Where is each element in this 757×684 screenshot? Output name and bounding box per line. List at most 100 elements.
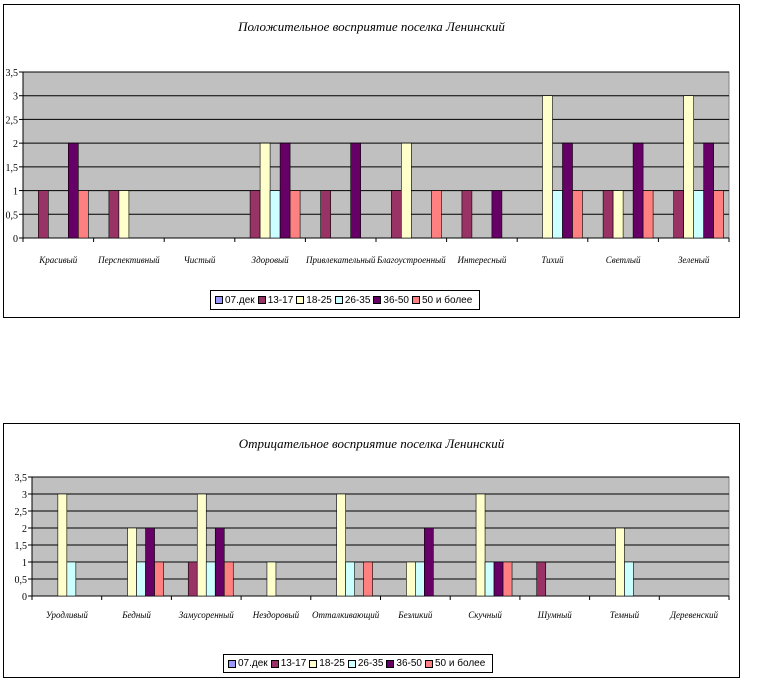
- bar-36-50-Тихий: [562, 142, 573, 239]
- bar-26-35-Безликий: [415, 561, 425, 597]
- bar-50 и более-Светлый: [642, 190, 654, 239]
- x-tick-label: Темный: [610, 610, 640, 620]
- y-tick-label: 0: [13, 234, 18, 245]
- bar-36-50-Светлый: [632, 142, 644, 239]
- bar-26-35-Скучный: [484, 561, 495, 597]
- bar-18-25-Светлый: [612, 190, 624, 239]
- x-tick-label: Красивый: [38, 255, 77, 265]
- bar-26-35-Отталкивающий: [345, 561, 355, 597]
- x-tick-label: Замусоренный: [179, 610, 234, 620]
- legend-label: 50 и более: [422, 294, 473, 306]
- y-tick-label: 2,5: [15, 507, 28, 518]
- bar-36-50-Безликий: [424, 527, 434, 597]
- x-tick-label: Отталкивающий: [312, 610, 380, 620]
- bar-13-17-Интересный: [461, 190, 473, 239]
- bar-26-35-Бедный: [136, 561, 146, 597]
- positive-perception-chart: Положительное восприятие поселка Ленинск…: [3, 4, 740, 318]
- legend-swatch: [373, 296, 382, 304]
- legend-item: 13-17: [257, 294, 294, 306]
- bar-50 и более-Зеленый: [713, 190, 725, 239]
- legend-swatch: [257, 296, 266, 304]
- bar-50 и более-Отталкивающий: [363, 561, 373, 597]
- legend-label: 50 и более: [435, 658, 486, 669]
- bar-18-25-Здоровый: [259, 142, 271, 239]
- bar-50 и более-Тихий: [572, 190, 583, 239]
- x-tick-label: Нездоровый: [252, 610, 300, 620]
- chart-title: Положительное восприятие поселка Ленинск…: [238, 19, 505, 34]
- bar-36-50-Интересный: [491, 190, 503, 239]
- y-tick-label: 3,5: [6, 68, 19, 79]
- legend-item: 50 и более: [412, 295, 472, 306]
- bar-26-35-Уродливый: [66, 561, 77, 597]
- x-tick-label: Благоустроенный: [376, 255, 446, 265]
- legend-item: 18-25: [296, 295, 332, 306]
- bar-18-25-Темный: [615, 527, 625, 597]
- x-tick-label: Уродливый: [46, 610, 89, 620]
- bar-26-35-Тихий: [552, 190, 563, 239]
- bar-18-25-Благоустроенный: [400, 142, 412, 239]
- y-tick-label: 3: [22, 490, 27, 501]
- bar-13-17-Зеленый: [673, 190, 685, 239]
- bar-26-35-Замусоренный: [205, 561, 216, 597]
- legend-item: 36-50: [373, 295, 409, 306]
- legend-label: 13-17: [267, 294, 294, 306]
- x-tick-label: Перспективный: [97, 255, 160, 265]
- legend-swatch: [412, 296, 420, 304]
- bar-13-17-Светлый: [602, 190, 614, 239]
- x-tick-label: Бедный: [121, 610, 151, 620]
- y-tick-label: 2,5: [6, 115, 19, 126]
- bar-36-50-Замусоренный: [214, 527, 225, 597]
- bar-18-25-Тихий: [542, 95, 553, 239]
- legend-item: 18-25: [309, 658, 345, 669]
- bar-36-50-Скучный: [493, 561, 504, 597]
- legend-label: 36-50: [396, 658, 422, 669]
- legend-swatch: [309, 659, 318, 668]
- bar-50 и более-Скучный: [502, 561, 513, 597]
- legend-item: 13-17: [270, 658, 307, 669]
- y-tick-label: 2: [13, 139, 18, 150]
- y-tick-label: 1: [13, 187, 18, 198]
- bar-13-17-Замусоренный: [187, 561, 198, 597]
- bar-13-17-Красивый: [37, 190, 49, 239]
- x-tick-label: Зеленый: [678, 255, 710, 265]
- x-tick-label: Светлый: [606, 255, 641, 265]
- x-tick-label: Привлекательный: [305, 255, 376, 265]
- bar-13-17-Благоустроенный: [390, 190, 402, 239]
- bar-50 и более-Здоровый: [289, 190, 301, 239]
- legend-label: 26-35: [357, 658, 384, 669]
- bar-26-35-Темный: [624, 561, 634, 597]
- x-tick-label: Деревенский: [669, 610, 718, 620]
- bar-50 и более-Замусоренный: [223, 561, 234, 597]
- legend-swatch: [270, 659, 279, 668]
- x-tick-label: Здоровый: [252, 255, 290, 265]
- x-tick-label: Шумный: [537, 610, 572, 620]
- legend-swatch: [386, 659, 395, 668]
- legend-label: 13-17: [280, 658, 307, 669]
- bar-26-35-Здоровый: [269, 190, 281, 239]
- legend-label: 26-35: [344, 294, 371, 306]
- bar-13-17-Здоровый: [249, 190, 261, 239]
- bar-36-50-Привлекательный: [350, 142, 362, 239]
- bar-36-50-Бедный: [145, 527, 155, 597]
- y-tick-label: 1,5: [6, 163, 19, 174]
- bar-18-25-Отталкивающий: [336, 493, 346, 597]
- negative-perception-chart: Отрицательное восприятие поселка Ленинск…: [3, 423, 740, 678]
- legend-item: 50 и более: [425, 658, 485, 669]
- legend-label: 18-25: [319, 658, 345, 669]
- legend-item: 26-35: [334, 294, 371, 306]
- legend-swatch: [296, 296, 305, 304]
- legend-item: 07.дек: [228, 658, 268, 669]
- negative-chart-plot: 0 0,5 1 1,5 2 2,5 3 3,5 Уродливый Бедный Замусорен…: [15, 473, 730, 620]
- legend-label: 18-25: [306, 294, 332, 306]
- bar-26-35-Зеленый: [693, 190, 705, 239]
- x-tick-label: Скучный: [468, 610, 502, 620]
- x-tick-label: Чистый: [184, 255, 216, 265]
- bar-18-25-Зеленый: [683, 95, 695, 239]
- bar-18-25-Бедный: [127, 527, 137, 597]
- legend-item: 26-35: [347, 658, 384, 669]
- x-tick-label: Интересный: [456, 255, 506, 265]
- bar-13-17-Перспективный: [108, 190, 120, 239]
- chart-legend: 07.дек 13-17 18-25 26-35 36-50 50 и более: [223, 654, 494, 673]
- bar-36-50-Красивый: [68, 142, 79, 239]
- chart-legend: 07.дек 13-17 18-25 26-35 36-50 50 и более: [210, 290, 481, 310]
